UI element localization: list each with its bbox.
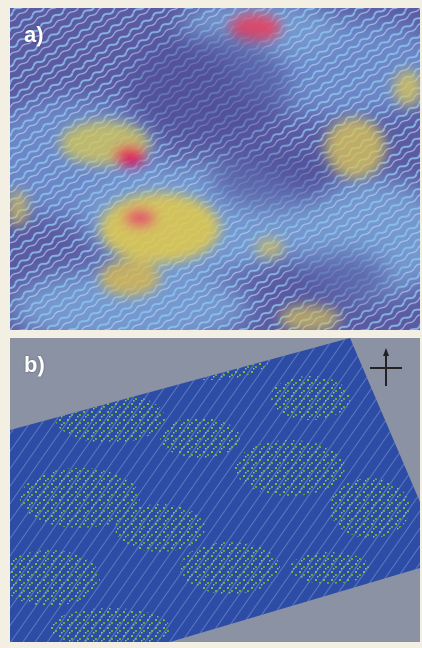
panel-a-image (10, 8, 420, 330)
panel-a-label: a) (24, 22, 44, 47)
panel-b: b) (10, 338, 420, 642)
north-arrow-compass-icon (370, 348, 402, 386)
panel-b-image (10, 338, 420, 642)
panel-a: a) (10, 8, 420, 330)
panel-b-label: b) (24, 352, 45, 377)
